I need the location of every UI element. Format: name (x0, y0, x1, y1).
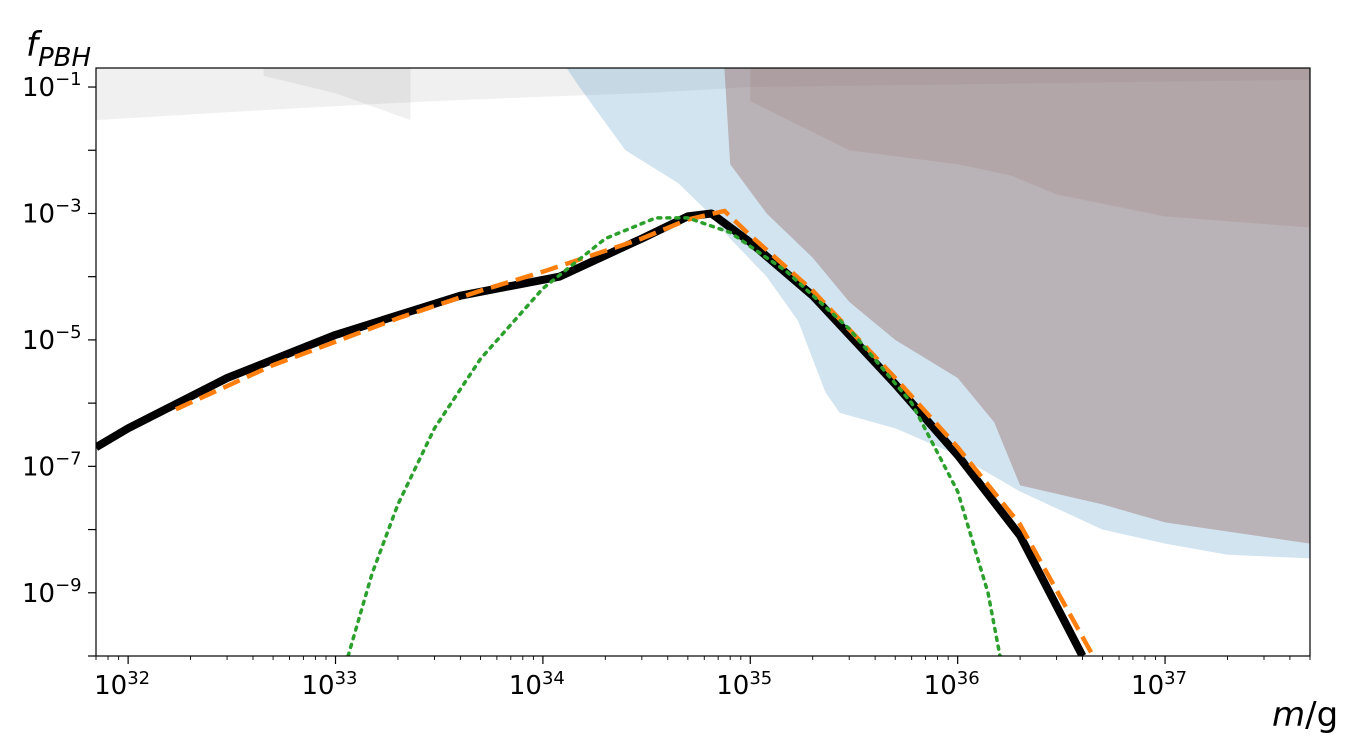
y-tick-label: 10−1 (22, 69, 82, 103)
y-axis-title: fPBH (26, 25, 91, 73)
y-tick-label: 10−5 (22, 322, 82, 356)
constraint-region-5 (750, 68, 1310, 228)
constraint-region-4 (724, 68, 1310, 544)
axis-ticks: 1032 1033 1034 1035 1036 1037 10−9 10−7 10−5 10−3… (22, 69, 1311, 701)
y-tick-label: 10−9 (22, 575, 82, 609)
x-tick-label: 1032 (94, 668, 150, 701)
constraint-regions (96, 68, 1310, 559)
x-tick-label: 1037 (1131, 668, 1187, 701)
y-tick-label: 10−7 (22, 448, 82, 482)
constraint-region-3 (566, 68, 1310, 559)
y-tick-label: 10−3 (22, 195, 82, 229)
x-tick-label: 1036 (924, 668, 980, 701)
x-axis-title-unit: /g (1305, 695, 1338, 735)
constraint-region-2 (263, 68, 411, 121)
plot-frame (95, 67, 1311, 657)
constraint-region-1 (96, 68, 1310, 121)
x-tick-label: 1033 (302, 668, 358, 701)
series-line-dotted (346, 216, 1002, 656)
x-tick-label: 1034 (509, 668, 565, 701)
x-tick-label: 1035 (716, 668, 772, 701)
y-axis-title-sub: PBH (38, 43, 91, 73)
series-lines (96, 208, 1096, 656)
series-line-dashed (174, 208, 1096, 656)
x-axis-title: m/g (1272, 695, 1338, 735)
x-axis-title-var: m (1272, 695, 1305, 735)
